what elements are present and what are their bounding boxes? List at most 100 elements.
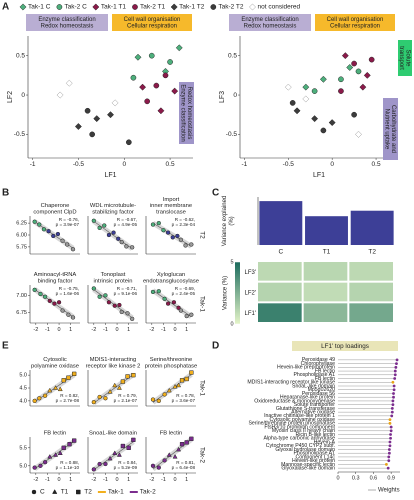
point — [120, 379, 126, 384]
point — [57, 386, 63, 392]
stat-text: p = 5.2e-09 — [114, 465, 138, 470]
stat-text: R = 0.82, — [60, 393, 79, 398]
annotation-text: Redox homeostasis — [244, 23, 297, 29]
plot-title: Import — [163, 197, 180, 203]
y-tick-label: 6.25 — [16, 221, 27, 227]
point — [89, 131, 96, 138]
dot — [389, 436, 392, 440]
stat-text: R = 0.78, — [176, 393, 195, 398]
y-tick-label: 5.0 — [19, 373, 27, 379]
dot — [390, 410, 394, 414]
panel-label: E — [2, 341, 9, 352]
title-box — [292, 341, 398, 351]
point — [293, 107, 301, 115]
point — [65, 79, 73, 87]
point — [107, 455, 113, 461]
point — [156, 398, 161, 404]
row-label: Tak-2 — [198, 447, 205, 463]
x-tick-label: 0.6 — [370, 475, 378, 481]
point — [126, 445, 131, 450]
panel-label: C — [212, 188, 219, 199]
plot-title: Xyloglucan — [157, 272, 185, 278]
plot-title: polyamine oxidase — [31, 364, 79, 370]
x-tick-label: 0 — [336, 475, 339, 481]
annotation-text: Carbohydrate and — [390, 105, 396, 153]
stat-text: R = 0.81, — [176, 460, 195, 465]
bar — [259, 201, 303, 245]
plot-title: FB lectin — [160, 431, 183, 437]
point — [47, 454, 53, 459]
annotation-text: Redox homeostasis — [186, 87, 192, 140]
colorbar-label: 0 — [230, 321, 233, 327]
plot-title: protein phosphatase — [145, 364, 198, 370]
y-tick-label: 5.75 — [16, 244, 27, 250]
point — [112, 382, 118, 388]
x-tick-label: -2 — [33, 477, 38, 483]
x-tick-label: -1 — [161, 327, 166, 333]
point — [167, 59, 173, 65]
point — [41, 227, 47, 232]
point — [363, 71, 371, 79]
category-label: Myosin class II heavy chain — [272, 428, 335, 434]
point — [60, 308, 65, 313]
stat-text: p = 6.4e-08 — [172, 465, 196, 470]
annotation-text: Enzyme classification — [241, 17, 298, 23]
heatmap-cell — [258, 282, 302, 302]
point — [97, 394, 102, 400]
point — [103, 293, 108, 298]
point — [125, 374, 130, 379]
point — [32, 398, 37, 404]
y-tick-label: 7.00 — [16, 293, 27, 299]
stat-text: R = 0.88, — [60, 460, 79, 465]
heatmap-cell — [349, 262, 393, 281]
plot-title: Tonoplast — [101, 272, 126, 278]
point — [125, 311, 130, 316]
x-tick-label: 1 — [69, 327, 72, 333]
y-tick-label: 0.5 — [16, 52, 25, 59]
dot — [385, 463, 388, 466]
x-tick-label: -2 — [149, 327, 154, 333]
category-label: Solute transporter — [294, 402, 336, 408]
plot-title: Cytosolic — [43, 357, 67, 363]
plot-title: LF1' top loadings — [321, 343, 369, 350]
point — [116, 452, 122, 457]
point — [189, 242, 194, 247]
row-label: LF1' — [245, 311, 256, 317]
point — [150, 222, 156, 227]
point — [171, 87, 179, 95]
legend-label: Tak-2 T1 — [140, 4, 166, 11]
legend-label: Tak-1 C — [28, 4, 51, 11]
category-label: Peroxidase 49 — [302, 357, 335, 363]
category-label: Mp5g02620 — [308, 387, 336, 393]
category-label: Alpha-type carbonic anhydrase — [263, 436, 335, 442]
point — [328, 119, 336, 127]
point — [346, 64, 354, 71]
x-tick-label: 1 — [185, 477, 188, 483]
point — [341, 52, 349, 60]
category-label: FB lectin — [315, 376, 335, 382]
x-tick-label: 0.9 — [387, 475, 395, 481]
point — [84, 107, 91, 114]
point — [162, 458, 167, 463]
dot — [393, 377, 397, 380]
plot-title: Chaperone — [41, 203, 70, 209]
point — [72, 371, 77, 377]
y-tick-label: 5.5 — [19, 445, 27, 451]
plot-title: intrinsic protein — [94, 279, 133, 285]
point — [139, 83, 147, 91]
legend-marker — [56, 4, 63, 10]
point — [97, 294, 102, 299]
point — [166, 387, 172, 393]
dot — [392, 384, 396, 388]
point — [130, 316, 135, 322]
category-label: Hevein-A — [314, 439, 336, 445]
plot-title: binding factor — [38, 279, 73, 285]
stat-text: p = 1.1e-10 — [56, 465, 80, 470]
point — [150, 463, 156, 468]
point — [150, 289, 156, 295]
y-axis-label: Variance explained — [222, 196, 228, 247]
point — [162, 392, 167, 397]
point — [32, 219, 37, 224]
x-tick-label: 0 — [174, 327, 177, 333]
